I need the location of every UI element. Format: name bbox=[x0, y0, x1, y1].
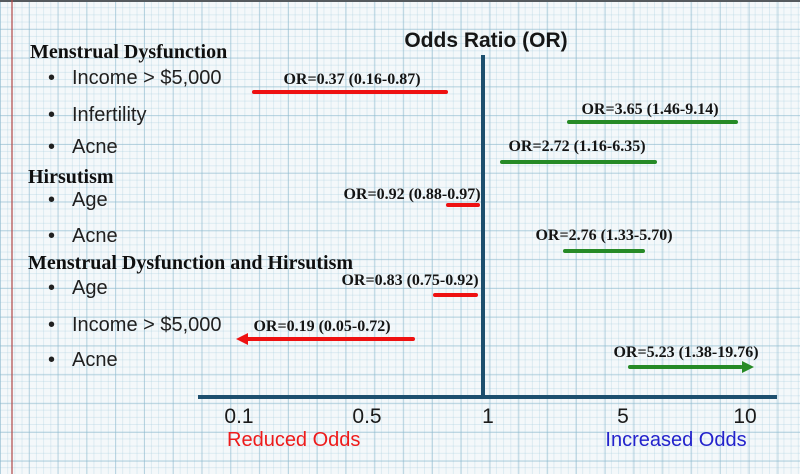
ci-bar-reduced-arrow-shaft bbox=[246, 337, 415, 341]
ci-bar-increased bbox=[500, 160, 657, 164]
axis-caption-reduced-odds: Reduced Odds bbox=[227, 429, 361, 451]
or-row-label: OR=2.76 (1.33-5.70) bbox=[535, 227, 673, 244]
ci-bar-increased bbox=[563, 249, 645, 253]
reference-line-or-1 bbox=[481, 55, 485, 398]
paper-margin-line bbox=[11, 0, 13, 474]
list-item-acne: • Acne bbox=[48, 136, 118, 158]
arrow-left-icon bbox=[236, 333, 248, 345]
axis-caption-increased-odds: Increased Odds bbox=[605, 429, 747, 451]
or-row-label: OR=3.65 (1.46-9.14) bbox=[581, 101, 719, 118]
bullet-icon: • bbox=[48, 225, 56, 247]
x-axis bbox=[198, 395, 777, 399]
x-tick-0.5: 0.5 bbox=[352, 405, 382, 428]
x-tick-1: 1 bbox=[482, 405, 494, 428]
list-item-income: • Income > $5,000 bbox=[48, 67, 222, 89]
x-tick-0.1: 0.1 bbox=[224, 405, 254, 428]
or-row-label: OR=0.19 (0.05-0.72) bbox=[253, 318, 391, 335]
bullet-icon: • bbox=[48, 104, 56, 126]
or-row-label: OR=0.92 (0.88-0.97) bbox=[343, 186, 481, 203]
bullet-icon: • bbox=[48, 314, 56, 336]
bullet-icon: • bbox=[48, 136, 56, 158]
list-item-age: • Age bbox=[48, 189, 108, 211]
section-header-hirsutism: Hirsutism bbox=[28, 166, 114, 188]
ci-bar-reduced bbox=[252, 90, 448, 94]
arrow-right-icon bbox=[742, 361, 754, 373]
ci-bar-increased bbox=[567, 120, 738, 124]
x-tick-5: 5 bbox=[617, 405, 629, 428]
chart-title: Odds Ratio (OR) bbox=[404, 29, 568, 52]
list-item-income: • Income > $5,000 bbox=[48, 314, 222, 336]
ci-bar-reduced bbox=[433, 293, 478, 297]
section-header-menstrual-dysfunction: Menstrual Dysfunction bbox=[30, 41, 228, 63]
or-row-label: OR=0.83 (0.75-0.92) bbox=[341, 272, 479, 289]
list-item-infertility: • Infertility bbox=[48, 104, 147, 126]
ci-bar-reduced bbox=[446, 203, 480, 207]
or-row-label: OR=2.72 (1.16-6.35) bbox=[508, 138, 646, 155]
bullet-icon: • bbox=[48, 189, 56, 211]
section-header-md-and-hirsutism: Menstrual Dysfunction and Hirsutism bbox=[28, 252, 354, 274]
paper-top-edge bbox=[0, 0, 800, 2]
bullet-icon: • bbox=[48, 349, 56, 371]
list-item-acne: • Acne bbox=[48, 349, 118, 371]
list-item-age: • Age bbox=[48, 277, 108, 299]
or-row-label: OR=0.37 (0.16-0.87) bbox=[283, 71, 421, 88]
ci-bar-increased-arrow-shaft bbox=[628, 365, 743, 369]
x-tick-10: 10 bbox=[733, 405, 757, 428]
bullet-icon: • bbox=[48, 277, 56, 299]
bullet-icon: • bbox=[48, 67, 56, 89]
or-row-label: OR=5.23 (1.38-19.76) bbox=[613, 344, 759, 361]
list-item-acne: • Acne bbox=[48, 225, 118, 247]
